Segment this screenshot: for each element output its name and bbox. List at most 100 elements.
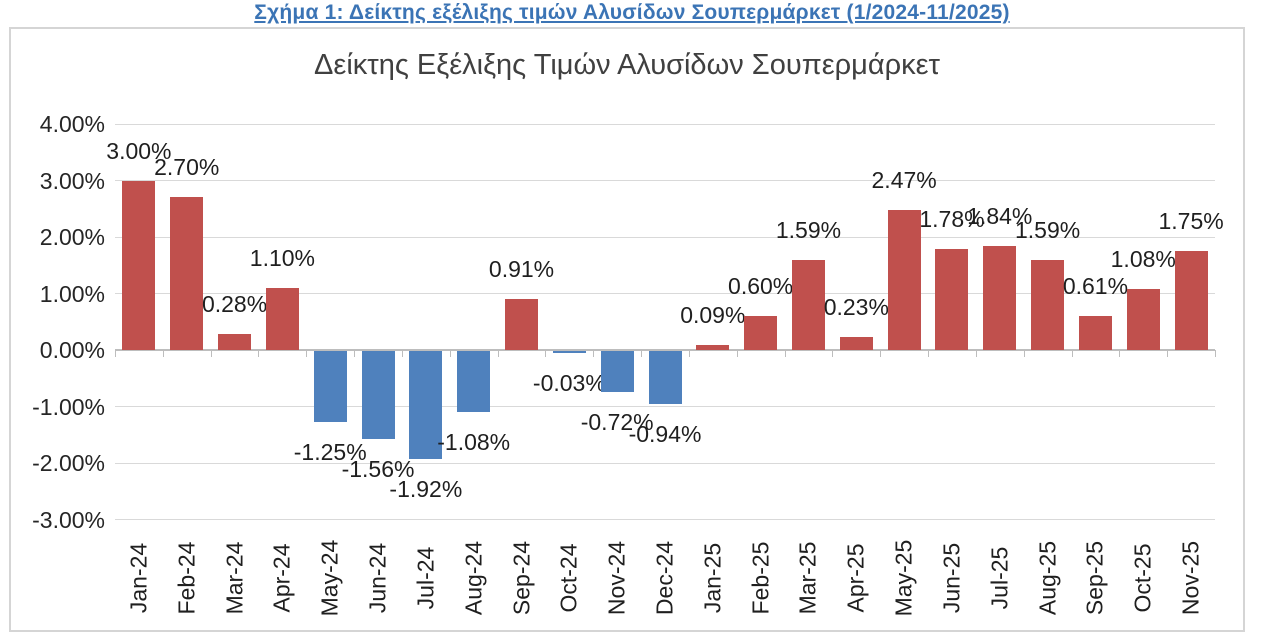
gridline bbox=[115, 236, 1215, 238]
x-axis-category-label: Mar-25 bbox=[794, 541, 821, 615]
bar-value-label: -1.56% bbox=[341, 456, 415, 483]
x-axis-category-label: Jan-24 bbox=[125, 542, 152, 614]
x-axis-category-label: Nov-25 bbox=[1177, 540, 1204, 616]
bar-Dec-24 bbox=[648, 351, 682, 405]
bar-Feb-24 bbox=[170, 197, 204, 350]
x-axis-tick bbox=[784, 350, 786, 357]
bar-value-label: 1.59% bbox=[1014, 217, 1081, 244]
x-axis-tick bbox=[1023, 350, 1025, 357]
gridline bbox=[115, 349, 1215, 351]
x-axis-category-label: Jul-24 bbox=[412, 546, 439, 610]
gridline bbox=[115, 519, 1215, 520]
y-axis-tick-label: 3.00% bbox=[39, 167, 105, 194]
bar-value-label: 1.75% bbox=[1158, 208, 1224, 235]
x-axis-tick bbox=[880, 350, 882, 357]
x-axis-category-label: Dec-24 bbox=[651, 540, 678, 616]
bar-value-label: 1.84% bbox=[967, 203, 1033, 230]
gridline bbox=[115, 293, 1215, 294]
bar-Aug-25 bbox=[1031, 260, 1065, 350]
bar-value-label: 0.28% bbox=[201, 291, 268, 318]
x-axis-tick bbox=[449, 350, 451, 357]
bar-Aug-24 bbox=[457, 351, 491, 413]
bar-Apr-24 bbox=[265, 287, 299, 350]
bar-value-label: -0.94% bbox=[628, 421, 702, 448]
gridline bbox=[115, 406, 1215, 407]
bar-value-label: 1.59% bbox=[775, 217, 842, 244]
x-axis-category-label: May-24 bbox=[316, 539, 343, 617]
bar-value-label: 3.00% bbox=[106, 137, 172, 164]
y-axis-tick-label: -3.00% bbox=[32, 506, 105, 533]
bar-value-label: -1.92% bbox=[389, 476, 463, 503]
x-axis-tick bbox=[162, 350, 164, 357]
gridline bbox=[115, 180, 1215, 181]
bar-Oct-25 bbox=[1126, 288, 1160, 350]
bar-May-24 bbox=[313, 351, 347, 422]
bar-Sep-24 bbox=[505, 298, 539, 350]
bar-value-label: 0.23% bbox=[823, 294, 889, 320]
bar-value-label: 2.70% bbox=[154, 154, 220, 181]
x-axis-tick bbox=[1119, 350, 1121, 357]
x-axis-tick bbox=[545, 350, 547, 357]
x-axis-tick bbox=[497, 350, 499, 357]
figure-caption: Σχήμα 1: Δείκτης εξέλιξης τιμών Αλυσίδων… bbox=[254, 1, 1010, 24]
y-axis-tick-label: 2.00% bbox=[39, 224, 105, 250]
x-axis-category-label: May-25 bbox=[890, 539, 917, 617]
bar-Mar-25 bbox=[791, 260, 825, 350]
bar-Oct-24 bbox=[552, 351, 586, 353]
x-axis-category-label: Sep-25 bbox=[1081, 540, 1108, 616]
bar-value-label: -0.03% bbox=[532, 369, 606, 396]
bar-Nov-24 bbox=[600, 351, 634, 392]
x-axis-tick bbox=[258, 350, 260, 357]
x-axis-category-label: Oct-24 bbox=[555, 543, 582, 613]
x-axis-tick bbox=[975, 350, 977, 357]
x-axis-tick bbox=[736, 350, 738, 357]
bar-Feb-25 bbox=[744, 316, 778, 350]
bar-Nov-25 bbox=[1174, 251, 1208, 350]
bar-value-label: 2.47% bbox=[871, 167, 937, 194]
bar-value-label: 0.09% bbox=[680, 301, 746, 328]
y-axis-tick-label: 1.00% bbox=[39, 280, 105, 307]
x-axis-tick bbox=[641, 350, 643, 357]
bar-value-label: 1.08% bbox=[1110, 245, 1176, 272]
bar-Jan-25 bbox=[696, 344, 730, 350]
x-axis-tick bbox=[354, 350, 356, 357]
x-axis-category-label: Jun-24 bbox=[364, 542, 391, 614]
bar-Jan-24 bbox=[122, 180, 156, 350]
x-axis-category-label: Mar-24 bbox=[221, 541, 248, 615]
bar-Sep-25 bbox=[1078, 315, 1112, 350]
x-axis-category-label: Jan-25 bbox=[699, 542, 726, 614]
x-axis-tick bbox=[1167, 350, 1169, 357]
x-axis-tick bbox=[115, 350, 116, 357]
bar-May-25 bbox=[887, 210, 921, 350]
gridline bbox=[115, 123, 1215, 125]
chart-title: Δείκτης Εξέλιξης Τιμών Αλυσίδων Σουπερμά… bbox=[314, 49, 940, 81]
x-axis-category-label: Oct-25 bbox=[1129, 543, 1156, 613]
bar-value-label: -0.72% bbox=[580, 408, 654, 435]
bar-Jun-25 bbox=[935, 249, 969, 350]
y-axis-tick-label: 4.00% bbox=[39, 111, 105, 137]
x-axis-category-label: Aug-25 bbox=[1034, 540, 1061, 616]
x-axis-tick bbox=[832, 350, 834, 357]
bar-Jul-24 bbox=[409, 351, 443, 460]
y-axis-tick-label: -1.00% bbox=[32, 393, 105, 420]
y-axis-tick-label: -2.00% bbox=[32, 450, 105, 476]
x-axis-tick bbox=[1071, 350, 1073, 357]
bar-Mar-24 bbox=[218, 334, 252, 350]
x-axis-tick bbox=[688, 350, 690, 357]
bar-value-label: 1.78% bbox=[919, 206, 985, 233]
x-axis-category-label: Feb-25 bbox=[747, 541, 774, 615]
y-axis-tick-label: 0.00% bbox=[39, 337, 105, 363]
x-axis-category-label: Jun-25 bbox=[938, 542, 965, 614]
x-axis-category-label: Aug-24 bbox=[460, 540, 487, 616]
bar-value-label: -1.25% bbox=[293, 438, 367, 465]
x-axis-tick bbox=[928, 350, 930, 357]
plot-area: 4.00% 3.00% 2.00% 1.00% 0.00% -1.00% -2.00% -3.… bbox=[11, 29, 1243, 630]
chart-frame: Δείκτης Εξέλιξης Τιμών Αλυσίδων Σουπερμά… bbox=[9, 27, 1245, 632]
x-axis-tick bbox=[306, 350, 308, 357]
x-axis-category-label: Jul-25 bbox=[986, 546, 1013, 610]
x-axis-tick bbox=[401, 350, 403, 357]
bar-Jun-24 bbox=[361, 351, 395, 440]
bar-value-label: 0.91% bbox=[488, 255, 555, 282]
x-axis-category-label: Nov-24 bbox=[603, 540, 630, 616]
bar-value-label: 0.60% bbox=[728, 273, 794, 300]
